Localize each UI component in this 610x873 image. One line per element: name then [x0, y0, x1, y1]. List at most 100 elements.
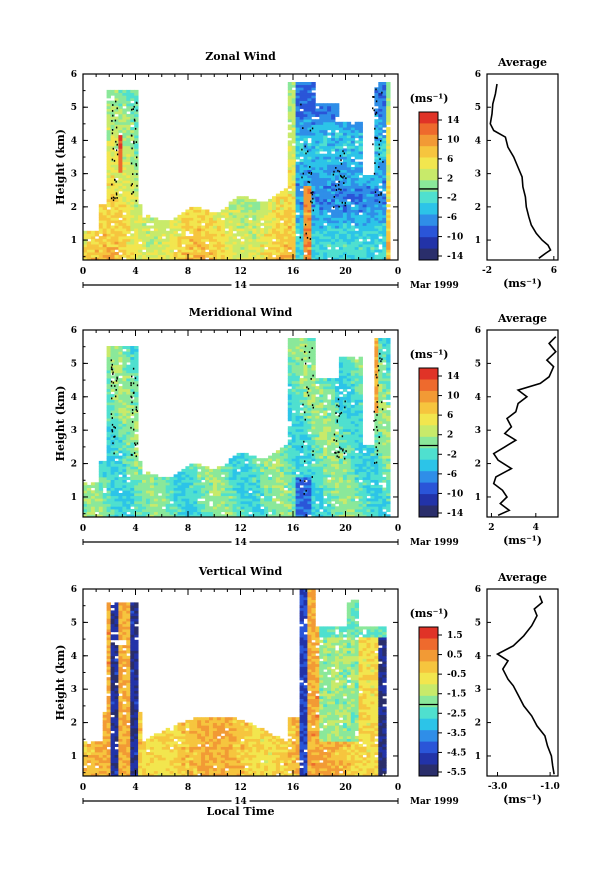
heatmap-cell	[295, 127, 300, 131]
heatmap-cell	[335, 177, 340, 181]
heatmap-cell	[248, 514, 253, 518]
heatmap-cell	[287, 359, 293, 363]
heatmap-cell	[177, 482, 182, 486]
heatmap-cell	[130, 493, 135, 497]
heatmap-cell	[264, 498, 269, 502]
heatmap-cell	[323, 182, 328, 186]
heatmap-cell	[252, 198, 257, 202]
heatmap-cell	[382, 228, 387, 232]
heatmap-cell	[382, 87, 387, 91]
contour-mark	[135, 141, 138, 143]
heatmap-cell	[272, 487, 277, 491]
heatmap-cell	[169, 238, 174, 242]
heatmap-cell	[319, 113, 324, 117]
heatmap-cell	[110, 140, 115, 144]
heatmap-cell	[283, 233, 289, 237]
heatmap-cell	[346, 185, 352, 189]
heatmap-cell	[153, 490, 159, 494]
heatmap-cell	[279, 452, 285, 456]
heatmap-cell	[240, 249, 245, 253]
heatmap-cell	[118, 196, 123, 200]
heatmap-cell	[114, 252, 119, 256]
heatmap-cell	[244, 455, 249, 459]
heatmap-cell	[350, 143, 356, 147]
heatmap-cell	[173, 484, 178, 488]
heatmap-cell	[335, 198, 340, 202]
heatmap-cell	[212, 214, 218, 218]
contour-mark	[374, 113, 377, 116]
heatmap-cell	[327, 145, 332, 149]
heatmap-cell	[106, 92, 111, 96]
heatmap-cell	[279, 230, 285, 234]
heatmap-cell	[323, 498, 328, 502]
heatmap-cell	[114, 124, 119, 128]
heatmap-cell	[275, 193, 281, 197]
heatmap-cell	[248, 225, 253, 229]
heatmap-cell	[177, 214, 182, 218]
heatmap-cell	[283, 214, 289, 218]
heatmap-cell	[342, 180, 348, 184]
heatmap-cell	[291, 103, 297, 107]
heatmap-cell	[193, 471, 198, 475]
heatmap-cell	[303, 423, 308, 427]
heatmap-cell	[386, 225, 391, 229]
heatmap-cell	[212, 220, 218, 224]
heatmap-cell	[350, 180, 356, 184]
heatmap-cell	[311, 511, 316, 515]
heatmap-cell	[224, 225, 230, 229]
heatmap-cell	[303, 351, 308, 355]
heatmap-cell	[209, 487, 214, 491]
heatmap-cell	[256, 503, 261, 507]
heatmap-cell	[260, 476, 265, 480]
heatmap-cell	[311, 503, 316, 507]
heatmap-cell	[138, 233, 143, 237]
heatmap-cell	[319, 156, 324, 160]
heatmap-cell	[193, 214, 198, 218]
heatmap-cell	[157, 482, 163, 486]
heatmap-cell	[299, 378, 304, 382]
heatmap-cell	[224, 254, 230, 258]
contour-mark	[135, 163, 137, 165]
heatmap-cell	[311, 103, 316, 107]
heatmap-cell	[134, 89, 139, 93]
heatmap-cell	[126, 177, 131, 181]
heatmap-cell	[323, 509, 328, 513]
heatmap-cell	[94, 230, 100, 234]
heatmap-cell	[307, 233, 312, 237]
heatmap-cell	[157, 252, 163, 256]
heatmap-cell	[335, 137, 340, 141]
heatmap-cell	[366, 220, 371, 224]
heatmap-cell	[189, 241, 194, 245]
heatmap-cell	[327, 434, 332, 438]
heatmap-cell	[303, 340, 308, 344]
heatmap-cell	[354, 164, 360, 168]
heatmap-cell	[110, 185, 115, 189]
heatmap-cell	[114, 506, 119, 510]
heatmap-cell	[161, 228, 167, 232]
contour-mark	[116, 153, 119, 156]
heatmap-cell	[130, 129, 135, 133]
heatmap-cell	[122, 137, 127, 141]
heatmap-cell	[228, 493, 234, 497]
heatmap-cell	[382, 177, 387, 181]
heatmap-cell	[189, 468, 194, 472]
heatmap-cell	[386, 143, 391, 147]
heatmap-cell	[358, 124, 363, 128]
heatmap-cell	[315, 228, 320, 232]
heatmap-cell	[157, 233, 163, 237]
heatmap-cell	[216, 468, 222, 472]
heatmap-cell	[134, 180, 139, 184]
heatmap-cell	[338, 193, 344, 197]
heatmap-cell	[272, 257, 277, 261]
heatmap-cell	[307, 423, 312, 427]
heatmap-cell	[386, 87, 391, 91]
heatmap-cell	[193, 468, 198, 472]
heatmap-cell	[295, 482, 300, 486]
heatmap-cell	[323, 172, 328, 176]
heatmap-cell	[338, 198, 344, 202]
heatmap-cell	[161, 233, 167, 237]
heatmap-cell	[291, 135, 297, 139]
heatmap-cell	[212, 493, 218, 497]
heatmap-cell	[287, 391, 293, 395]
heatmap-cell	[228, 225, 234, 229]
